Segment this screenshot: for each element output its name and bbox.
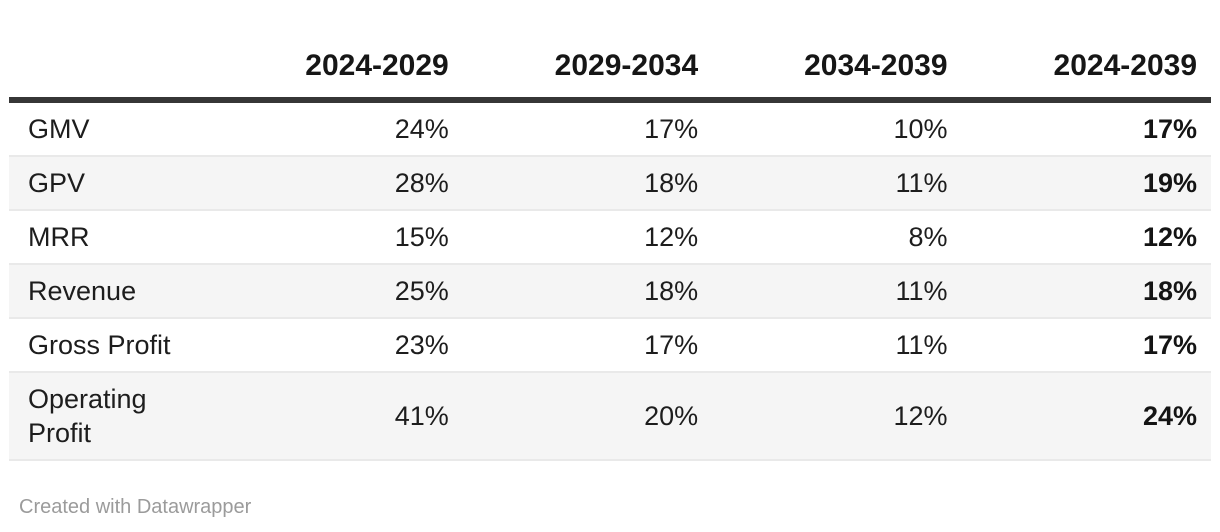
row-label: Operating Profit bbox=[9, 372, 214, 461]
table-header-row: 2024-2029 2029-2034 2034-2039 2024-2039 bbox=[9, 38, 1211, 103]
cell-value: 24% bbox=[961, 372, 1211, 461]
cell-value: 11% bbox=[712, 264, 962, 319]
table-row: MRR 15% 12% 8% 12% bbox=[9, 210, 1211, 265]
column-header-2034-2039: 2034-2039 bbox=[712, 38, 962, 103]
cell-value: 8% bbox=[712, 210, 962, 265]
cell-value: 19% bbox=[961, 156, 1211, 211]
cell-value: 10% bbox=[712, 100, 962, 157]
datawrapper-table-chart: 2024-2029 2029-2034 2034-2039 2024-2039 GMV… bbox=[9, 38, 1211, 519]
cell-value: 18% bbox=[462, 264, 713, 319]
header-row: 2024-2029 2029-2034 2034-2039 2024-2039 bbox=[9, 38, 1211, 103]
column-header-2024-2039: 2024-2039 bbox=[961, 38, 1211, 103]
cell-value: 17% bbox=[462, 100, 713, 157]
row-label: GMV bbox=[9, 100, 214, 157]
cell-value: 24% bbox=[213, 100, 463, 157]
column-header-2024-2029: 2024-2029 bbox=[213, 38, 463, 103]
cell-value: 17% bbox=[961, 318, 1211, 373]
table-row: Operating Profit 41% 20% 12% 24% bbox=[9, 372, 1211, 461]
chart-footer: Created with Datawrapper bbox=[19, 495, 1211, 519]
table-row: Revenue 25% 18% 11% 18% bbox=[9, 264, 1211, 319]
table-row: GPV 28% 18% 11% 19% bbox=[9, 156, 1211, 211]
cell-value: 41% bbox=[213, 372, 463, 461]
row-label: MRR bbox=[9, 210, 214, 265]
datawrapper-attribution-link[interactable]: Created with Datawrapper bbox=[19, 496, 252, 518]
cell-value: 23% bbox=[213, 318, 463, 373]
table-row: GMV 24% 17% 10% 17% bbox=[9, 100, 1211, 157]
table-body: GMV 24% 17% 10% 17% GPV 28% 18% 11% 19% MRR 15% 12% 8… bbox=[9, 100, 1211, 461]
cell-value: 11% bbox=[712, 318, 962, 373]
growth-rates-table: 2024-2029 2029-2034 2034-2039 2024-2039 GMV… bbox=[9, 38, 1211, 461]
row-label: GPV bbox=[9, 156, 214, 211]
table-row: Gross Profit 23% 17% 11% 17% bbox=[9, 318, 1211, 373]
cell-value: 15% bbox=[213, 210, 463, 265]
cell-value: 25% bbox=[213, 264, 463, 319]
row-label: Gross Profit bbox=[9, 318, 214, 373]
cell-value: 12% bbox=[462, 210, 713, 265]
cell-value: 28% bbox=[213, 156, 463, 211]
cell-value: 12% bbox=[712, 372, 962, 461]
cell-value: 12% bbox=[961, 210, 1211, 265]
cell-value: 20% bbox=[462, 372, 713, 461]
cell-value: 18% bbox=[462, 156, 713, 211]
cell-value: 18% bbox=[961, 264, 1211, 319]
cell-value: 17% bbox=[462, 318, 713, 373]
column-header-empty bbox=[9, 38, 214, 103]
column-header-2029-2034: 2029-2034 bbox=[462, 38, 713, 103]
row-label: Revenue bbox=[9, 264, 214, 319]
cell-value: 11% bbox=[712, 156, 962, 211]
cell-value: 17% bbox=[961, 100, 1211, 157]
